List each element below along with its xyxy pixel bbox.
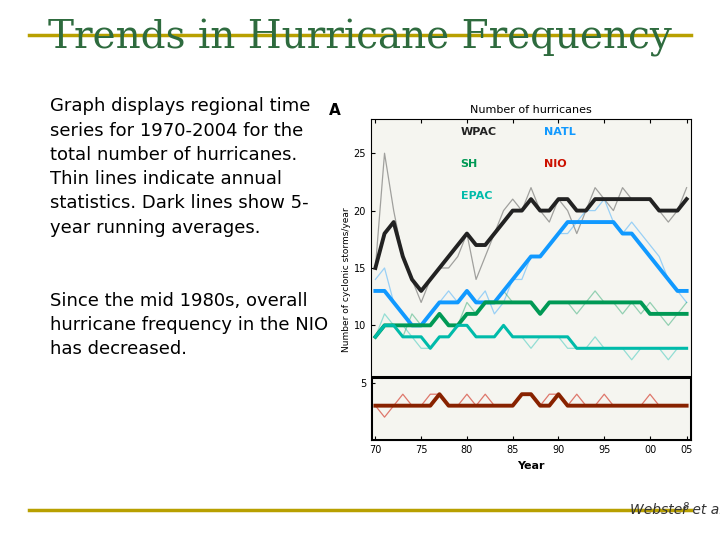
Text: A: A bbox=[329, 103, 341, 118]
Y-axis label: Number of cyclonic storms/year: Number of cyclonic storms/year bbox=[342, 207, 351, 352]
Text: Since the mid 1980s, overall
hurricane frequency in the NIO
has decreased.: Since the mid 1980s, overall hurricane f… bbox=[50, 292, 328, 358]
Text: SH: SH bbox=[461, 159, 478, 169]
Text: NATL: NATL bbox=[544, 127, 575, 137]
Bar bbox=[371, 377, 691, 440]
Text: NIO: NIO bbox=[544, 159, 567, 169]
Text: WPAC: WPAC bbox=[461, 127, 497, 137]
X-axis label: Year: Year bbox=[517, 461, 545, 470]
Text: Graph displays regional time
series for 1970-2004 for the
total number of hurric: Graph displays regional time series for … bbox=[50, 97, 311, 237]
Text: Trends in Hurricane Frequency: Trends in Hurricane Frequency bbox=[48, 19, 672, 57]
Text: Webster et al.: Webster et al. bbox=[630, 503, 720, 517]
Text: 8: 8 bbox=[683, 502, 689, 512]
Text: EPAC: EPAC bbox=[461, 191, 492, 201]
Title: Number of hurricanes: Number of hurricanes bbox=[470, 105, 592, 115]
